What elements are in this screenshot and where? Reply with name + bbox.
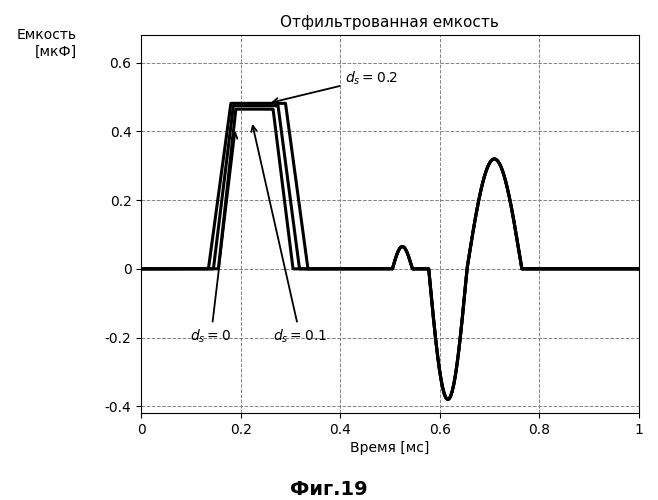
Text: Емкость
[мкФ]: Емкость [мкФ] — [16, 28, 76, 59]
Title: Отфильтрованная емкость: Отфильтрованная емкость — [280, 15, 499, 30]
Text: Фиг.19: Фиг.19 — [290, 480, 368, 499]
Text: $d_s = 0.2$: $d_s = 0.2$ — [273, 70, 398, 103]
Text: $d_s = 0$: $d_s = 0$ — [190, 133, 238, 344]
Text: $d_s = 0.1$: $d_s = 0.1$ — [251, 126, 327, 344]
X-axis label: Время [мс]: Время [мс] — [350, 441, 430, 455]
